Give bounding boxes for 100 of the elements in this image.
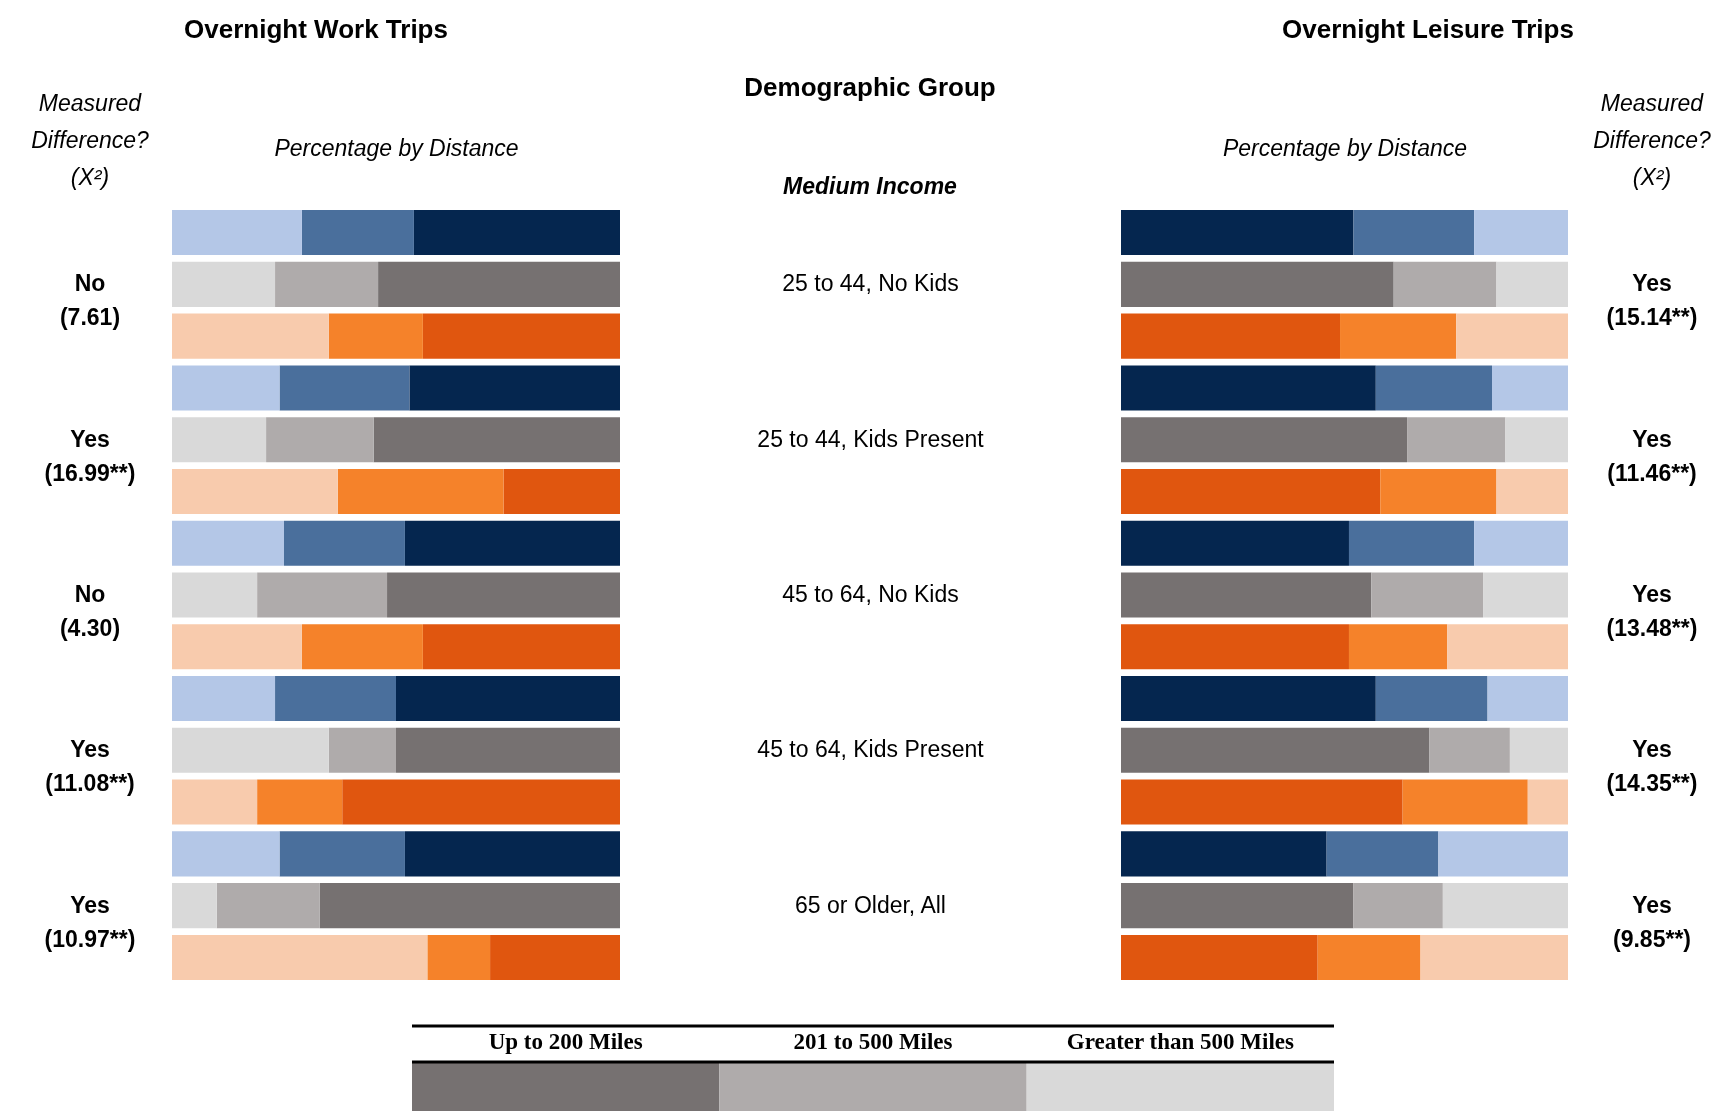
y-tick-label: 25 to 44, Kids Present (757, 425, 985, 452)
bar (319, 883, 620, 929)
bar (1353, 883, 1443, 929)
bar (413, 210, 620, 256)
y2-axis-title: Demographic Group (744, 72, 996, 102)
bar (404, 831, 620, 877)
bar (172, 520, 284, 566)
bar (275, 676, 396, 722)
bar (1496, 261, 1568, 307)
text: Yes (10.97**) (44, 891, 136, 952)
bar (1447, 624, 1568, 670)
bar (1348, 520, 1475, 566)
x-axis-title: Percentage by Distance (274, 134, 519, 161)
bar (396, 727, 620, 773)
bar (172, 313, 329, 359)
y-tick-label: 25 to 44, No Kids (782, 270, 959, 297)
bar (172, 365, 280, 411)
bar (1474, 210, 1568, 256)
bar (172, 210, 302, 256)
bar (1438, 831, 1568, 877)
text: No (4.30) (59, 581, 121, 641)
bar (1496, 468, 1568, 514)
bar (1380, 468, 1497, 514)
text: Yes (13.48**) (1606, 581, 1698, 641)
bar (301, 210, 414, 256)
bar (409, 365, 620, 411)
bar (1429, 727, 1510, 773)
bar (503, 468, 620, 514)
bar (1121, 520, 1349, 566)
bar (172, 468, 338, 514)
bar (422, 313, 620, 359)
bar (1442, 883, 1568, 929)
bar (279, 365, 410, 411)
bar (1492, 365, 1568, 411)
text: Yes (16.99**) (44, 425, 136, 486)
text: Yes (11.08**) (45, 736, 135, 797)
bar (1121, 934, 1318, 980)
bar (172, 934, 428, 980)
bar (172, 727, 329, 773)
y-tick-label: 45 to 64, Kids Present (757, 736, 985, 763)
bar (301, 624, 423, 670)
chart-title: Overnight Work Trips (184, 14, 448, 44)
bar (1420, 934, 1568, 980)
x-axis-title: Percentage by Distance (1222, 134, 1468, 161)
bar (337, 468, 504, 514)
bar (1121, 831, 1327, 877)
text: Yes (11.46**) (1607, 425, 1697, 486)
bar (342, 779, 620, 825)
bar (266, 417, 374, 463)
bar (1121, 572, 1372, 618)
bar (328, 313, 423, 359)
bar (1317, 934, 1421, 980)
bar (1487, 676, 1568, 722)
bar (257, 779, 343, 825)
bar (1348, 624, 1448, 670)
bar (172, 572, 258, 618)
bar (1527, 779, 1568, 825)
bar (257, 572, 388, 618)
bar (1121, 727, 1430, 773)
bar (404, 520, 620, 566)
bar (172, 417, 267, 463)
text: Yes (9.85**) (1613, 891, 1691, 952)
bar (328, 727, 396, 773)
bar (1407, 417, 1506, 463)
bar (1121, 468, 1381, 514)
y-axis-title: Measured Difference? (X²) (31, 90, 150, 190)
bar (378, 261, 620, 307)
y2-axis-title: Measured Difference? (X²) (1593, 90, 1712, 190)
bar (1121, 676, 1376, 722)
text: 201 to 500 Miles (793, 1029, 953, 1054)
bar (1483, 572, 1568, 618)
bar (1509, 727, 1568, 773)
bar (172, 831, 280, 877)
bar (373, 417, 620, 463)
bar (396, 676, 620, 722)
bar (422, 624, 620, 670)
bar (1393, 261, 1497, 307)
text: Medium Income (783, 173, 958, 199)
bar (1371, 572, 1484, 618)
bar (1505, 417, 1568, 463)
bar (490, 934, 620, 980)
bar (1375, 676, 1488, 722)
text: Yes (14.35**) (1606, 736, 1698, 797)
bar (275, 261, 379, 307)
bar (172, 779, 258, 825)
bar (1121, 624, 1349, 670)
text: Up to 200 Miles (488, 1029, 643, 1054)
bar (1353, 210, 1475, 256)
bar (1121, 365, 1376, 411)
text: Greater than 500 Miles (1066, 1029, 1294, 1054)
bar (1402, 779, 1528, 825)
bar (1340, 313, 1457, 359)
bar (1121, 313, 1341, 359)
bar (1121, 779, 1403, 825)
bar (1121, 883, 1354, 929)
text: No (7.61) (59, 270, 121, 331)
y-tick-label: 65 or Older, All (795, 891, 946, 918)
chart-title: Overnight Leisure Trips (1282, 14, 1574, 44)
bar (284, 520, 405, 566)
bar (279, 831, 405, 877)
